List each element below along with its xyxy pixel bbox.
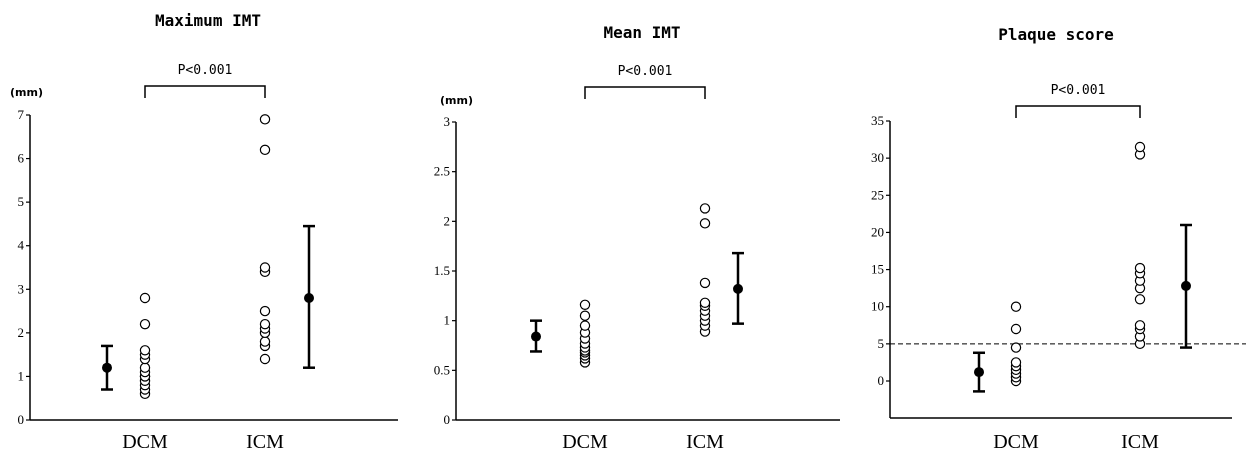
data-point-icm xyxy=(1134,141,1146,153)
data-point-icm xyxy=(1134,320,1146,331)
data-point-dcm xyxy=(1010,323,1022,335)
mean-marker-dcm xyxy=(531,331,541,342)
p-value-label: P<0.001 xyxy=(178,63,233,78)
p-value-label: P<0.001 xyxy=(1051,83,1106,98)
y-tick-label: 4 xyxy=(18,238,25,253)
y-tick-label: 15 xyxy=(871,262,884,277)
y-tick-label: 0 xyxy=(18,412,25,427)
mean-marker-dcm xyxy=(102,362,112,373)
data-point-icm xyxy=(259,114,271,125)
data-point-dcm xyxy=(579,320,591,331)
data-point-icm xyxy=(699,218,711,229)
mean-marker-icm xyxy=(304,293,314,303)
y-tick-label: 1 xyxy=(18,368,25,383)
y-tick-label: 20 xyxy=(871,224,884,239)
data-point-icm xyxy=(699,297,711,308)
y-tick-label: 3 xyxy=(444,114,451,129)
data-point-icm xyxy=(259,144,271,156)
data-point-dcm xyxy=(579,299,591,310)
y-tick-label: 5 xyxy=(18,194,25,209)
x-category-label: DCM xyxy=(122,431,168,452)
x-category-label: ICM xyxy=(246,431,284,452)
y-axis-unit-label: (mm) xyxy=(10,86,43,99)
data-point-dcm xyxy=(1010,357,1022,368)
y-tick-label: 6 xyxy=(18,151,25,166)
x-category-label: ICM xyxy=(686,431,724,452)
x-category-label: DCM xyxy=(993,431,1039,452)
significance-bracket xyxy=(1015,105,1141,118)
data-point-dcm xyxy=(579,310,591,321)
data-point-icm xyxy=(1134,294,1146,305)
y-tick-label: 0.5 xyxy=(434,362,450,377)
chart-title: Plaque score xyxy=(998,25,1114,44)
data-point-icm xyxy=(699,277,711,289)
chart-title: Maximum IMT xyxy=(155,11,261,30)
data-point-icm xyxy=(259,305,271,317)
panel-mean-imt: Mean IMT (mm) 0 0.5 1 1.5 2 2.5 3 DCM ICM P<0.001 xyxy=(434,23,840,452)
data-point-dcm xyxy=(139,345,151,356)
y-tick-label: 1.5 xyxy=(434,263,450,278)
panel-plaque-score: Plaque score 0 5 10 15 20 25 30 35 DCM ICM P<0.001 xyxy=(871,25,1246,452)
data-point-icm xyxy=(259,353,271,365)
significance-bracket xyxy=(584,86,706,99)
y-tick-label: 1 xyxy=(444,313,451,328)
y-tick-label: 35 xyxy=(871,113,884,128)
y-tick-label: 10 xyxy=(871,299,884,314)
mean-marker-icm xyxy=(733,283,743,294)
y-tick-label: 2 xyxy=(444,213,451,228)
y-axis-unit-label: (mm) xyxy=(440,94,473,107)
mean-marker-dcm xyxy=(974,367,984,378)
data-point-icm xyxy=(259,318,271,330)
y-tick-label: 2.5 xyxy=(434,164,450,179)
data-point-dcm xyxy=(139,362,151,373)
data-point-dcm xyxy=(1010,342,1022,353)
y-tick-label: 5 xyxy=(878,336,885,351)
y-tick-label: 25 xyxy=(871,187,884,202)
data-point-icm xyxy=(699,203,711,214)
panel-maximum-imt: Maximum IMT (mm) 0 1 2 3 4 5 6 7 DCM ICM P<0.001 xyxy=(10,11,398,452)
data-point-icm xyxy=(259,262,271,273)
x-category-label: DCM xyxy=(562,431,608,452)
y-tick-label: 0 xyxy=(444,412,451,427)
p-value-label: P<0.001 xyxy=(618,64,673,79)
data-point-dcm xyxy=(139,292,151,304)
y-tick-label: 3 xyxy=(18,281,25,296)
data-point-icm xyxy=(1134,262,1146,274)
chart-title: Mean IMT xyxy=(603,23,680,42)
x-category-label: ICM xyxy=(1121,431,1159,452)
mean-marker-icm xyxy=(1181,280,1191,291)
data-point-icm xyxy=(259,336,271,347)
y-tick-label: 30 xyxy=(871,150,884,165)
data-point-dcm xyxy=(1010,301,1022,312)
y-tick-label: 0 xyxy=(878,373,885,388)
significance-bracket xyxy=(144,85,266,98)
y-tick-label: 7 xyxy=(18,107,25,122)
y-tick-label: 2 xyxy=(18,325,25,340)
data-point-dcm xyxy=(139,318,151,330)
